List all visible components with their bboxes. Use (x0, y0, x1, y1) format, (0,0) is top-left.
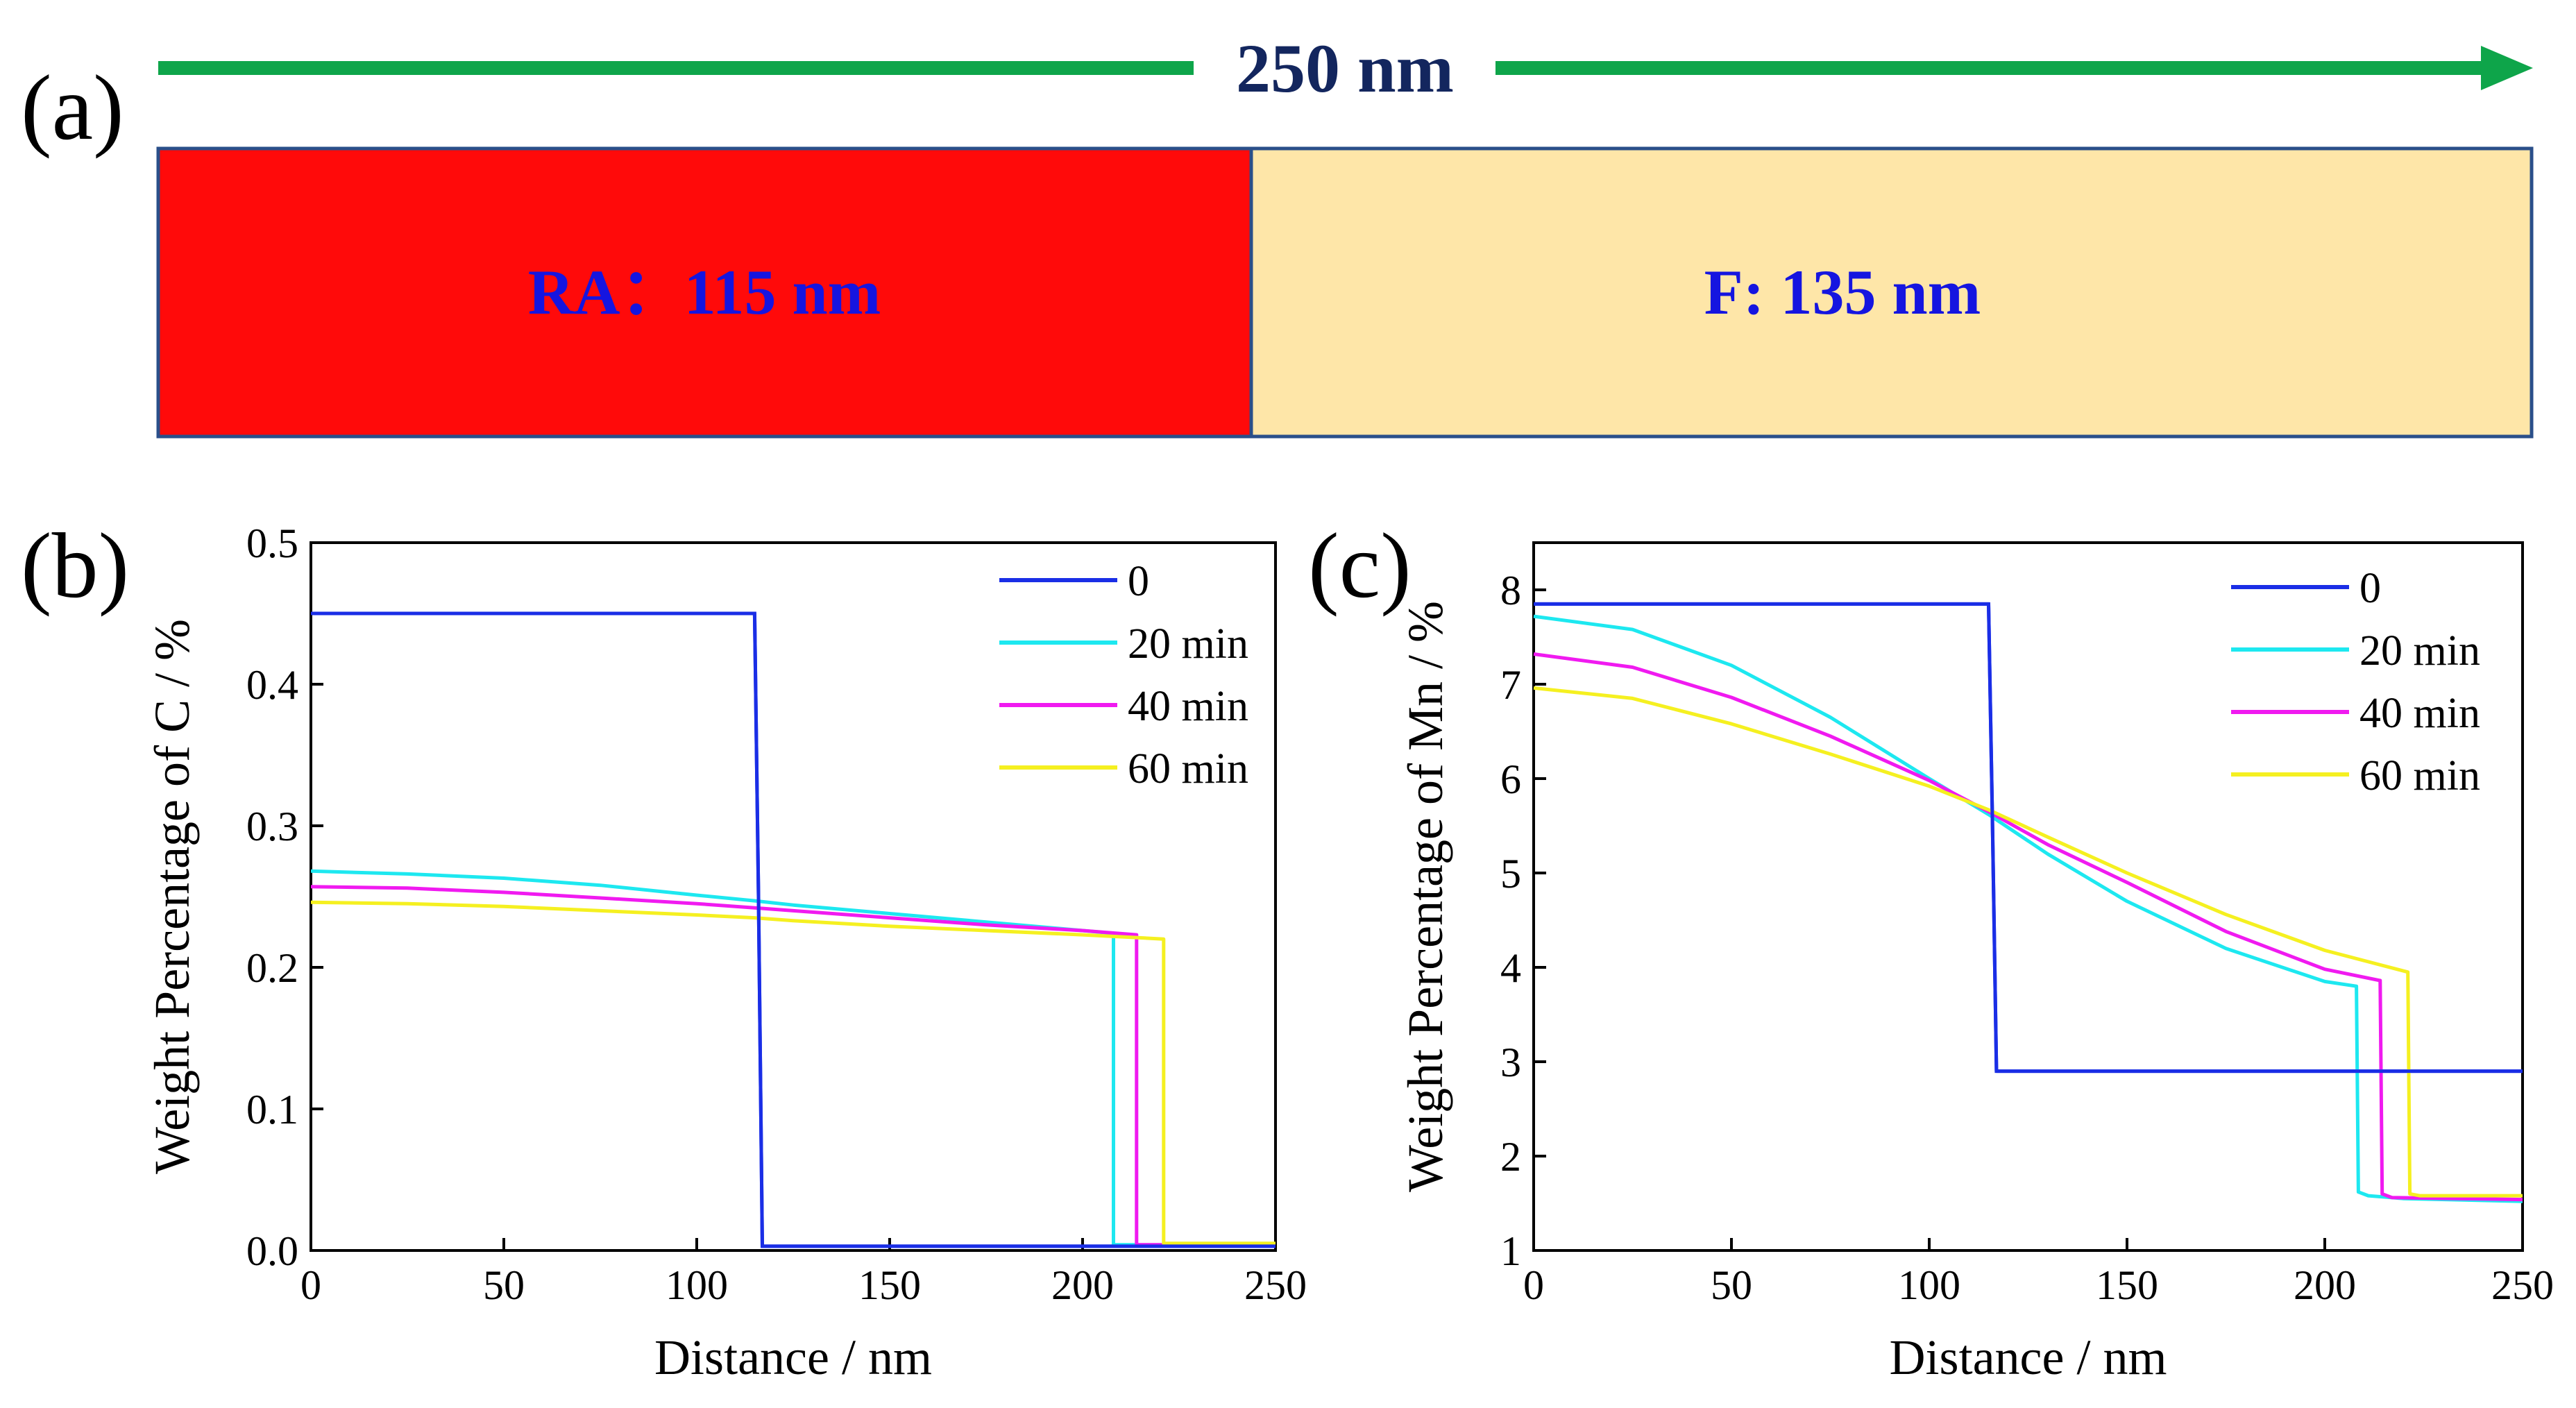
x-tick-label: 0 (300, 1262, 321, 1308)
x-tick-label: 50 (1711, 1262, 1752, 1308)
series-line-20-min (310, 869, 1276, 1247)
x-tick-label: 250 (1244, 1262, 1307, 1308)
x-axis-label: Distance / nm (1890, 1330, 2167, 1385)
y-tick-label: 0.4 (246, 662, 298, 708)
panel-c-chart: (c) 0 50 100 150 200 250 1 2 3 4 5 6 7 8 Distance / nm W… (1308, 514, 2554, 1385)
legend-label: 40 min (1128, 683, 1248, 730)
x-tick-label: 150 (2096, 1262, 2158, 1308)
panel-label: (c) (1308, 514, 1412, 617)
y-tick-label: 0.1 (246, 1087, 298, 1133)
series-line-60-min (310, 900, 1276, 1246)
x-tick-label: 250 (2491, 1262, 2554, 1308)
x-tick-label: 200 (1051, 1262, 1114, 1308)
x-tick-label: 100 (1898, 1262, 1960, 1308)
y-tick-label: 3 (1500, 1040, 1521, 1085)
scale-text: 250 nm (1236, 30, 1454, 107)
y-tick-label: 8 (1500, 568, 1521, 613)
y-tick-label: 6 (1500, 756, 1521, 802)
panel-b-chart: (b) 0 50 100 150 200 250 0.0 0.1 0.2 0.3 0.4 0.5 Dist… (21, 514, 1307, 1385)
panel-a-label: (a) (21, 56, 124, 159)
ra-label: RA：115 nm (528, 257, 881, 328)
panel-a: (a) 250 nm RA：115 nm F: 135 nm (21, 30, 2534, 439)
series-line-60-min (1533, 686, 2523, 1198)
x-axis-label: Distance / nm (654, 1330, 932, 1385)
x-tick-label: 50 (483, 1262, 525, 1308)
y-tick-label: 4 (1500, 945, 1521, 991)
series-line-0-top (311, 611, 1276, 1248)
y-axis-label: Weight Percentage of C / % (144, 619, 200, 1174)
panel-label: (b) (21, 514, 129, 617)
legend-label: 40 min (2359, 690, 2480, 737)
y-axis-label: Weight Percentage of Mn / % (1398, 601, 1453, 1192)
y-tick-label: 0.2 (246, 945, 298, 991)
series-line-40-min (1533, 652, 2523, 1202)
y-tick-label: 2 (1500, 1134, 1521, 1180)
scale-arrowhead (2481, 46, 2533, 90)
x-tick-label: 150 (858, 1262, 921, 1308)
y-tick-label: 0.5 (246, 520, 298, 566)
legend-label: 60 min (2359, 752, 2480, 799)
y-tick-label: 7 (1500, 662, 1521, 708)
legend-label: 20 min (1128, 620, 1248, 668)
f-label: F: 135 nm (1704, 257, 1981, 328)
y-tick-label: 1 (1500, 1228, 1521, 1274)
series-line-0-top (1534, 602, 2523, 1074)
x-tick-label: 0 (1523, 1262, 1544, 1308)
x-tick-label: 200 (2294, 1262, 2356, 1308)
y-tick-label: 0.3 (246, 804, 298, 849)
f-region (1249, 146, 2534, 439)
y-tick-label: 5 (1500, 851, 1521, 897)
x-tick-label: 100 (666, 1262, 728, 1308)
legend-label: 0 (2359, 565, 2381, 612)
legend-label: 20 min (2359, 627, 2480, 675)
y-tick-label: 0.0 (246, 1228, 298, 1274)
series-line-20-min (1533, 614, 2523, 1203)
series-line-40-min (310, 885, 1276, 1247)
legend-label: 0 (1128, 558, 1149, 605)
ra-region (156, 146, 1253, 439)
legend-label: 60 min (1128, 745, 1248, 792)
